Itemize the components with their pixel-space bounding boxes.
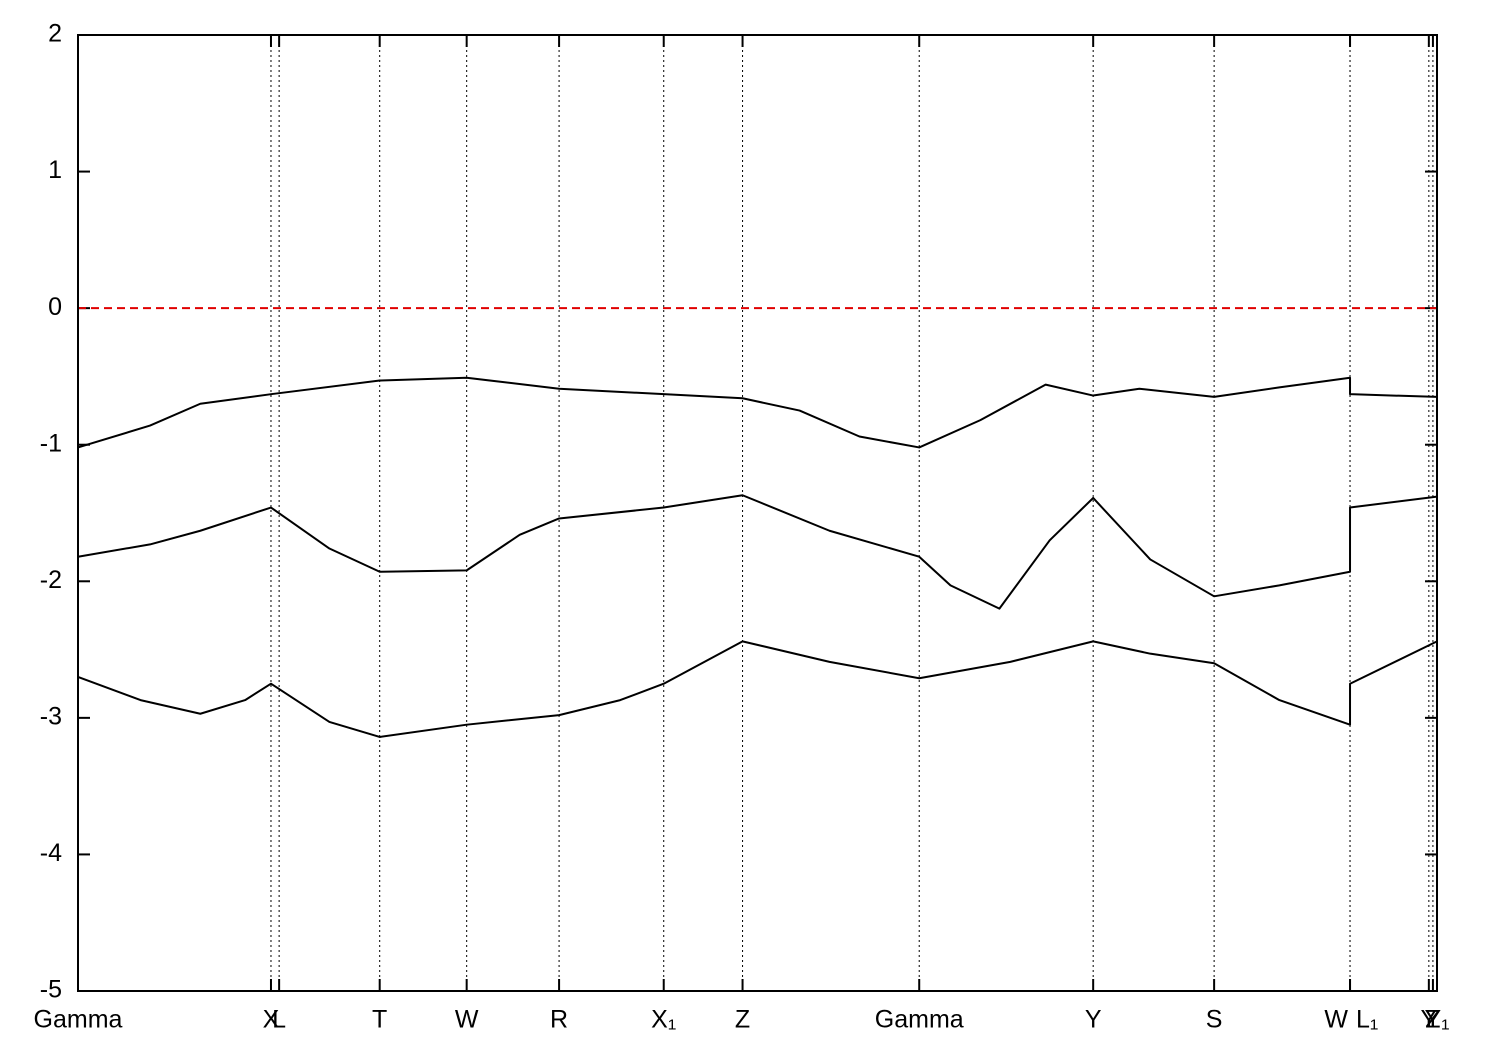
x-tick-label: W: [455, 1006, 479, 1034]
x-tick-label: W: [1324, 1006, 1348, 1034]
y-tick-label: 1: [48, 156, 62, 184]
y-tick-label: 2: [48, 20, 62, 48]
y-tick-label: -5: [40, 976, 62, 1004]
y-tick-label: -1: [40, 429, 62, 457]
band-line: [77, 640, 1438, 738]
x-tick-label: Y: [1421, 1006, 1438, 1034]
x-tick-label: T: [372, 1006, 387, 1034]
x-tick-label: L₁: [1356, 1006, 1378, 1034]
x-tick-label: X: [263, 1006, 280, 1034]
y-tick-label: -2: [40, 566, 62, 594]
y-tick-label: -3: [40, 702, 62, 730]
x-tick-label: Y: [1085, 1006, 1102, 1034]
x-tick-label: Y₁: [1424, 1006, 1449, 1034]
x-tick-label: Gamma: [875, 1006, 964, 1034]
x-tick-label: L: [272, 1006, 286, 1034]
y-tick-label: 0: [48, 293, 62, 321]
band-line: [77, 494, 1438, 610]
x-tick-label: S: [1206, 1006, 1223, 1034]
x-tick-label: Gamma: [34, 1006, 123, 1034]
x-tick-label: X₁: [651, 1006, 676, 1034]
x-tick-label: Z: [1425, 1006, 1440, 1034]
x-tick-label: Z: [735, 1006, 750, 1034]
x-tick-label: R: [550, 1006, 568, 1034]
y-tick-label: -4: [40, 839, 62, 867]
band-line: [77, 376, 1438, 449]
plot-frame: [77, 34, 1438, 992]
